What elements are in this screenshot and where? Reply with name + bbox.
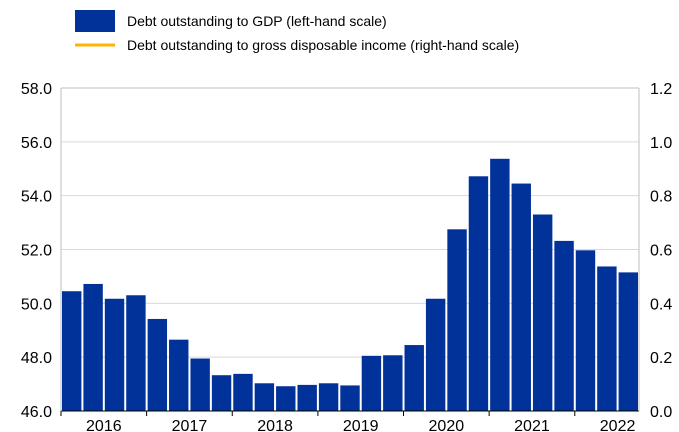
left-tick-label: 52.0 (21, 243, 52, 260)
bar (83, 283, 103, 411)
bar (361, 355, 382, 411)
legend: Debt outstanding to GDP (left-hand scale… (75, 10, 519, 53)
left-axis: 46.0 48.0 50.0 52.0 54.0 56.0 58.0 (21, 81, 52, 421)
right-tick-label: 0.8 (650, 189, 672, 206)
bar (169, 339, 189, 411)
right-tick-label: 0.0 (650, 404, 672, 421)
plot-frame (60, 87, 640, 412)
bar (340, 385, 360, 411)
bar (62, 291, 82, 411)
x-tick-label: 2018 (257, 418, 293, 432)
bar (468, 176, 489, 411)
x-tick-label: 2019 (343, 418, 379, 432)
bar (211, 375, 232, 411)
left-tick-label: 48.0 (21, 350, 52, 367)
bar (447, 229, 467, 411)
bar (554, 240, 574, 411)
legend-label-income: Debt outstanding to gross disposable inc… (127, 37, 519, 53)
x-tick-label: 2017 (172, 418, 208, 432)
right-tick-label: 0.4 (650, 296, 672, 313)
right-axis: 0.0 0.2 0.4 0.6 0.8 1.0 1.2 (650, 81, 672, 421)
x-tick-label: 2022 (600, 418, 636, 432)
bar (618, 272, 638, 411)
left-tick-label: 58.0 (21, 81, 52, 98)
right-tick-label: 1.0 (650, 135, 672, 152)
bar (190, 358, 210, 411)
x-tick-label: 2020 (429, 418, 465, 432)
bar (383, 355, 403, 411)
legend-label-gdp: Debt outstanding to GDP (left-hand scale… (127, 13, 387, 29)
x-axis: 2016 2017 2018 2019 2020 2021 2022 (60, 411, 636, 432)
bars (62, 158, 638, 411)
left-tick-label: 50.0 (21, 296, 52, 313)
bar (318, 383, 339, 411)
bar (575, 250, 596, 411)
x-tick-label: 2021 (514, 418, 550, 432)
left-tick-label: 46.0 (21, 404, 52, 421)
bar (104, 298, 125, 411)
bar (511, 183, 531, 411)
right-tick-label: 0.6 (650, 243, 672, 260)
bar (276, 386, 296, 411)
right-tick-label: 0.2 (650, 350, 672, 367)
bar (254, 383, 275, 411)
bar (147, 318, 168, 411)
bar (233, 373, 253, 411)
legend-swatch-gdp (75, 10, 115, 32)
bar (126, 295, 146, 411)
left-tick-label: 54.0 (21, 189, 52, 206)
bar (490, 158, 510, 411)
bar (597, 266, 617, 411)
x-tick-label: 2016 (86, 418, 122, 432)
bar (297, 384, 317, 411)
right-tick-label: 1.2 (650, 81, 672, 98)
bar (404, 345, 424, 411)
bar (425, 298, 446, 411)
bar (532, 214, 553, 411)
left-tick-label: 56.0 (21, 135, 52, 152)
